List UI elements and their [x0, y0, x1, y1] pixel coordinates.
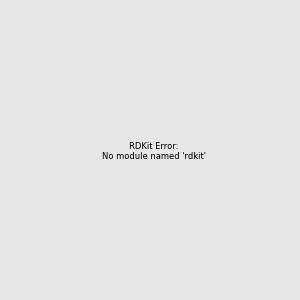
Text: RDKit Error:
No module named 'rdkit': RDKit Error: No module named 'rdkit': [102, 142, 206, 161]
